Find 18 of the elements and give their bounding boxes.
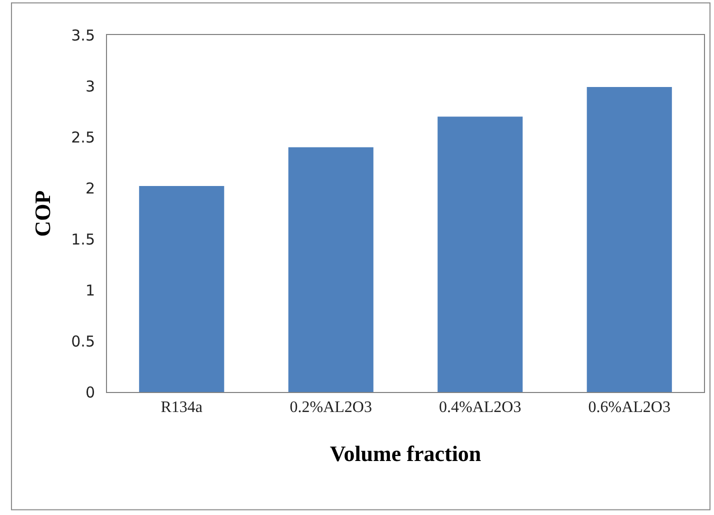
x-axis-title: Volume fraction [330,441,482,466]
y-tick-label: 0.5 [71,332,95,350]
y-tick-label: 2.5 [71,128,95,146]
y-tick-label: 0 [85,383,95,402]
x-tick-label: 0.2%AL2O3 [290,399,372,416]
y-tick-label: 1 [85,281,95,300]
x-tick-label: 0.6%AL2O3 [588,399,670,416]
y-tick-label: 2 [85,179,95,198]
y-tick-label: 1.5 [71,230,95,248]
y-axis-title: COP [30,190,55,237]
bar [139,186,224,392]
y-tick-label: 3.5 [71,26,95,44]
x-tick-label: R134a [160,399,203,416]
bar [438,116,523,392]
y-tick-label: 3 [85,77,95,96]
bar [288,147,374,392]
x-tick-label: 0.4%AL2O3 [439,399,522,416]
bar [586,87,672,392]
